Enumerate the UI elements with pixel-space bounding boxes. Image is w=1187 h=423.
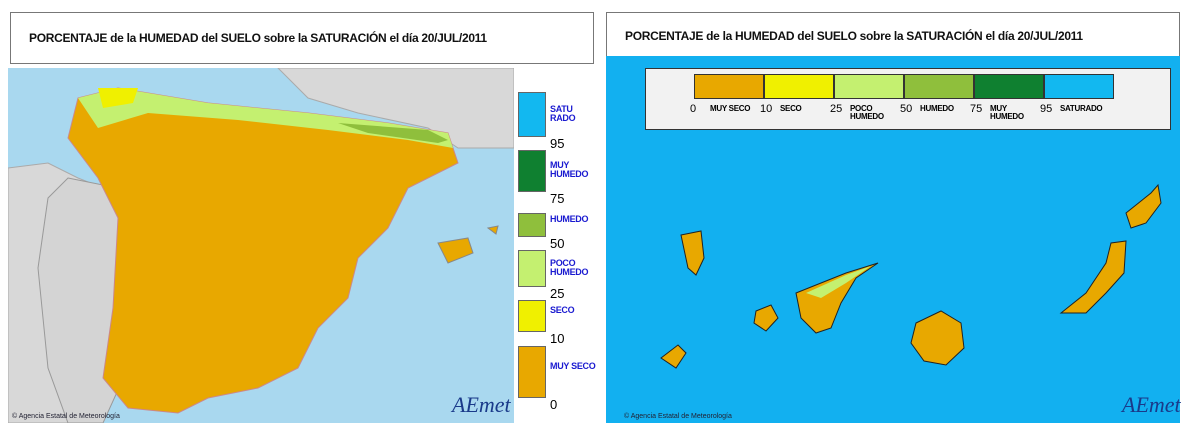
title-box: PORCENTAJE de la HUMEDAD del SUELO sobre… [606,12,1180,57]
wet-north [78,88,453,148]
logo: AEmet [452,392,511,417]
title: PORCENTAJE de la HUMEDAD del SUELO sobre… [625,29,1083,43]
logo: AEmet [1122,392,1181,417]
title: PORCENTAJE de la HUMEDAD del SUELO sobre… [29,31,487,45]
la-palma [680,230,705,276]
fuerteventura [1059,240,1127,314]
legend-swatch [904,74,974,99]
legend-label: SATURADO [1060,104,1103,113]
legend-label: POCO HUMEDO [550,257,589,277]
legend-threshold: 10 [760,103,773,115]
lanzarote [1125,183,1162,229]
legend-swatch [974,74,1044,99]
spain [67,87,459,414]
legend-threshold: 95 [1040,103,1053,115]
legend-swatch [834,74,904,99]
title-box: PORCENTAJE de la HUMEDAD del SUELO sobre… [10,12,594,64]
legend-label: MUY HUMEDO [990,104,1024,121]
el-hierro [660,344,687,369]
legend-label: SECO [780,104,802,113]
legend-label: SATURADO [550,103,576,123]
legend-swatch [518,346,546,398]
dry-patch [98,88,138,108]
legend-threshold: 75 [550,191,565,206]
legend-threshold: 25 [550,286,565,301]
wet-tenerife [806,266,871,298]
map-spain [8,68,514,423]
legend-label: HUMEDO [920,104,954,113]
humid-pyrenees [338,123,448,143]
legend-threshold: 0 [550,397,558,412]
legend-threshold: 25 [830,103,843,115]
legend-box: 0 MUY SECO 10 SECO 25 POCO HUMEDO 50 HUMEDO 75 MU… [645,68,1171,130]
footer: © Agencia Estatal de Meteorología [12,413,120,420]
legend-threshold: 50 [550,236,565,251]
legend-swatch [518,213,546,237]
right-panel: PORCENTAJE de la HUMEDAD del SUELO sobre… [606,0,1181,423]
legend-label: HUMEDO [550,214,589,224]
left-panel: PORCENTAJE de la HUMEDAD del SUELO sobre… [8,12,600,423]
legend-threshold: 10 [550,331,565,346]
legend-label: SECO [550,305,575,315]
legend-swatch [694,74,764,99]
legend-swatch [1044,74,1114,99]
legend-threshold: 50 [900,103,913,115]
legend-label: MUY HUMEDO [550,160,589,179]
legend-vertical: MUY SECO 0 SECO 10 POCO HUMEDO 25 HUMEDO 50 MUY … [514,68,600,412]
legend-swatch [518,250,546,287]
gran-canaria [910,310,965,366]
legend-swatch [518,150,546,192]
legend-swatch [518,300,546,332]
legend-swatch [764,74,834,99]
map-canarias [660,183,1162,369]
la-gomera [753,304,779,332]
balearic [437,225,499,264]
legend-threshold: 75 [970,103,983,115]
legend-label: MUY SECO [710,104,751,113]
legend-swatch [518,92,546,137]
legend-label: POCO HUMEDO [850,104,884,121]
legend-threshold: 95 [550,136,565,151]
legend-threshold: 0 [690,103,697,115]
footer: © Agencia Estatal de Meteorología [624,413,732,420]
legend-label: MUY SECO [550,361,596,371]
tenerife [795,262,879,334]
